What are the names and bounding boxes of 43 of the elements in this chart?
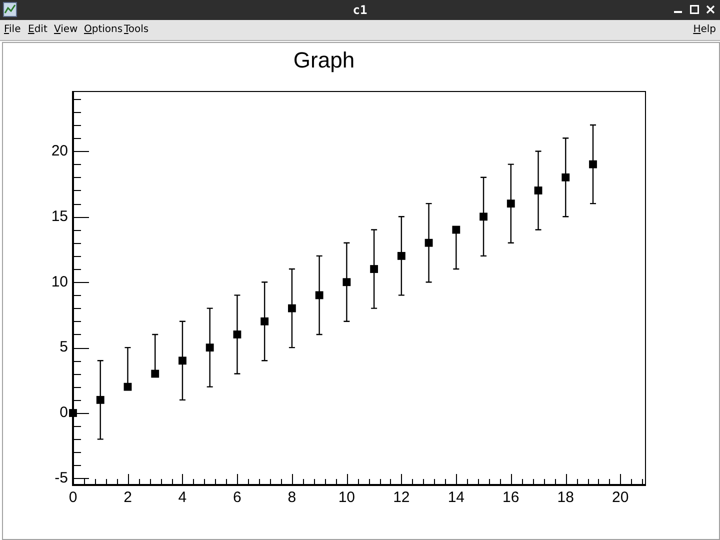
point — [562, 173, 570, 182]
point — [288, 304, 296, 312]
point — [589, 160, 597, 168]
y-tick-label: 15 — [51, 208, 68, 225]
text: Edit — [28, 23, 48, 37]
x-tick-label: 6 — [233, 489, 242, 506]
x-tick-label: 4 — [178, 489, 187, 506]
x-tick-label: 16 — [502, 489, 520, 506]
point — [506, 200, 515, 208]
text: Options — [84, 23, 123, 37]
point — [424, 238, 433, 247]
point — [178, 356, 186, 365]
point — [397, 252, 406, 260]
y-tick-label: 0 — [60, 404, 68, 422]
x-tick-label: 20 — [612, 489, 629, 506]
y-tick-label: 20 — [51, 142, 68, 160]
text: File — [4, 23, 21, 37]
point — [342, 278, 351, 286]
text: View — [54, 23, 78, 37]
x-tick-label: 2 — [124, 489, 132, 506]
x-tick-label: 18 — [557, 489, 574, 506]
text: c1 — [0, 2, 720, 18]
point — [452, 226, 460, 234]
y-tick-label: 10 — [51, 273, 68, 290]
point — [151, 370, 160, 378]
y-tick-label: 5 — [60, 338, 68, 356]
y-tick-label: -5 — [54, 470, 68, 487]
chart-title: Graph — [293, 47, 355, 72]
x-tick-label: 8 — [288, 489, 296, 506]
point — [480, 212, 488, 221]
x-tick-label: 12 — [393, 489, 410, 506]
point — [315, 291, 324, 300]
x-tick-label: 14 — [448, 489, 464, 506]
point — [96, 396, 104, 404]
point — [233, 330, 242, 338]
point — [124, 382, 132, 391]
point — [370, 265, 378, 273]
text: Help — [693, 23, 716, 37]
point — [534, 186, 542, 194]
text: Tools — [124, 23, 149, 37]
x-tick-label: 10 — [338, 489, 356, 506]
point — [260, 317, 269, 326]
point — [206, 344, 214, 352]
